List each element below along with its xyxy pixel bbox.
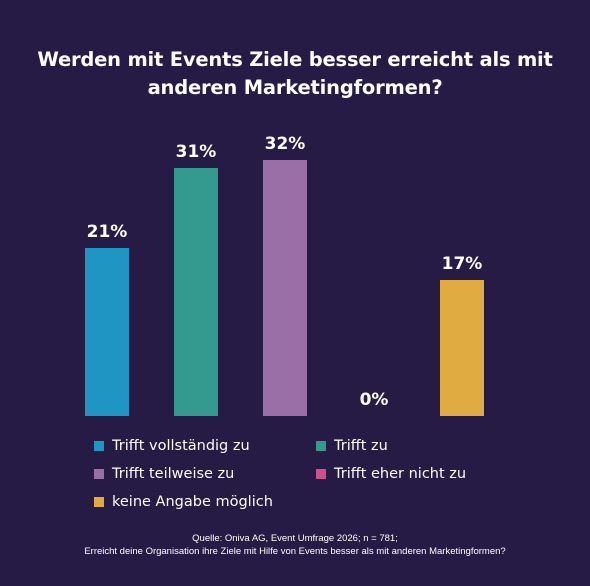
legend-label: keine Angabe möglich (112, 494, 273, 510)
legend-label: Trifft eher nicht zu (334, 466, 467, 482)
bar-trifft-vollst-ndig-zu (85, 248, 129, 416)
legend-item-trifft-vollst-ndig-zu: Trifft vollständig zu (94, 438, 250, 454)
legend-item-trifft-eher-nicht-zu: Trifft eher nicht zu (316, 466, 466, 482)
chart-title-line-2: anderen Marketingformen? (147, 76, 443, 99)
data-label-trifft-teilweise-zu: 32% (265, 134, 306, 154)
legend-swatch (316, 469, 326, 479)
legend-item-trifft-teilweise-zu: Trifft teilweise zu (94, 466, 234, 482)
bar-trifft-teilweise-zu (263, 160, 307, 416)
chart-legend: Trifft vollständig zu Trifft zu Trifft tei… (94, 438, 534, 528)
source-line-1: Quelle: Oniva AG, Event Umfrage 2026; n … (192, 533, 398, 544)
legend-label: Trifft zu (334, 438, 388, 454)
source-line-2: Erreicht deine Organisation ihre Ziele m… (84, 545, 506, 557)
legend-swatch (316, 441, 326, 451)
legend-label: Trifft vollständig zu (112, 438, 250, 454)
legend-item-trifft-zu: Trifft zu (316, 438, 388, 454)
chart-title: Werden mit Events Ziele besser erreicht … (20, 46, 570, 102)
source-note: Quelle: Oniva AG, Event Umfrage 2026; n … (10, 533, 580, 558)
data-label-trifft-zu: 31% (176, 142, 217, 162)
bar-keine-angabe-m-glich (440, 280, 484, 416)
legend-item-keine-angabe-m-glich: keine Angabe möglich (94, 494, 273, 510)
legend-swatch (94, 497, 104, 507)
data-label-keine-angabe-m-glich: 17% (442, 254, 483, 274)
legend-swatch (94, 441, 104, 451)
legend-swatch (94, 469, 104, 479)
data-label-trifft-eher-nicht-zu: 0% (360, 390, 389, 410)
data-label-trifft-vollst-ndig-zu: 21% (87, 222, 128, 242)
bar-trifft-zu (174, 168, 218, 416)
chart-title-line-1: Werden mit Events Ziele besser erreicht … (37, 48, 553, 71)
legend-label: Trifft teilweise zu (112, 466, 235, 482)
